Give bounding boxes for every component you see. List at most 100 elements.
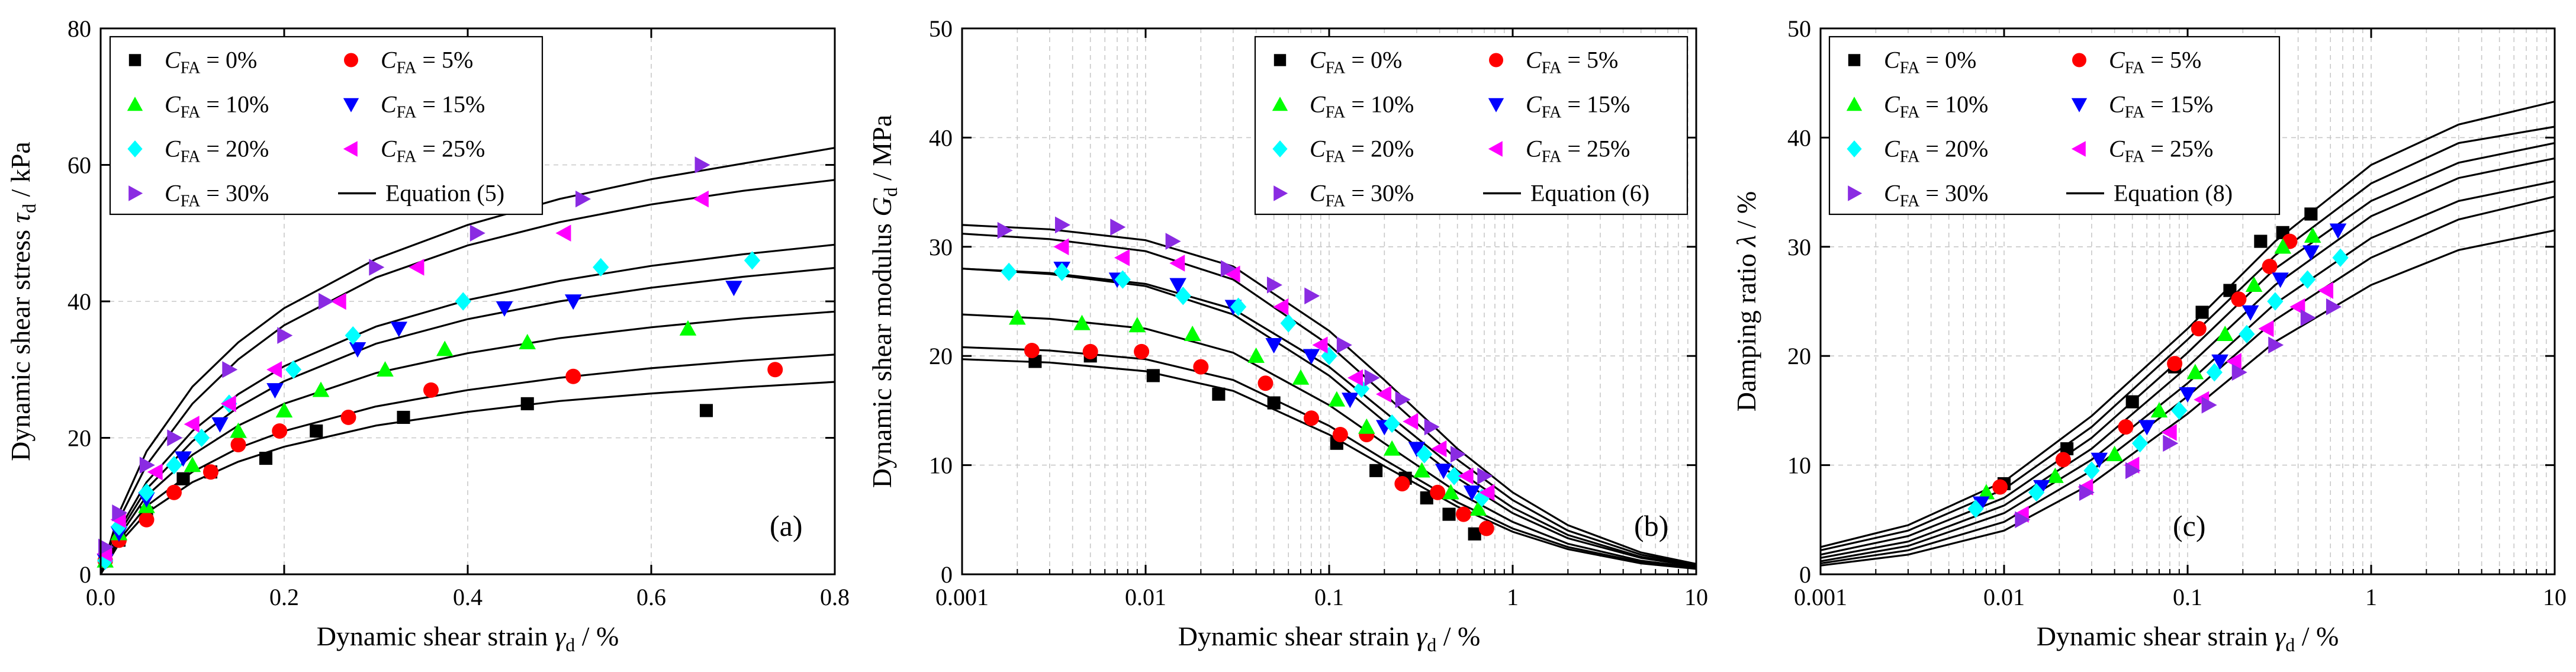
legend: CFA = 0% CFA = 5% CFA = 10% CFA = 15% CFA = … bbox=[1254, 36, 1689, 216]
data-point bbox=[2150, 402, 2168, 418]
data-point bbox=[1303, 349, 1320, 365]
x-tick-label: 0.6 bbox=[636, 584, 666, 610]
data-point bbox=[139, 512, 155, 528]
data-point bbox=[1384, 414, 1400, 433]
data-point bbox=[345, 326, 361, 345]
legend-entry: CFA = 5% bbox=[2072, 47, 2201, 78]
data-point bbox=[138, 483, 155, 502]
data-point bbox=[1009, 309, 1026, 325]
data-point bbox=[593, 258, 609, 276]
x-tick-label: 10 bbox=[2543, 584, 2567, 610]
panel-tag: (c) bbox=[2173, 509, 2206, 542]
legend-box bbox=[1254, 36, 1689, 216]
data-point bbox=[1332, 426, 1348, 442]
data-point bbox=[285, 360, 302, 379]
legend-entry: CFA = 25% bbox=[2071, 136, 2213, 166]
data-point bbox=[1230, 297, 1247, 316]
x-tick-label: 0.8 bbox=[820, 584, 850, 610]
series-6 bbox=[997, 216, 1493, 485]
legend-entry: CFA = 30% bbox=[128, 180, 269, 211]
data-point bbox=[2079, 484, 2095, 501]
data-point bbox=[2262, 258, 2278, 274]
data-point bbox=[1114, 270, 1131, 289]
legend-entry: Equation (8) bbox=[2066, 180, 2233, 207]
data-point bbox=[1442, 507, 1456, 521]
legend-entry: CFA = 10% bbox=[1846, 91, 1988, 122]
series-1 bbox=[1992, 233, 2298, 495]
data-point bbox=[423, 382, 439, 398]
data-point bbox=[1369, 464, 1383, 477]
data-point bbox=[369, 259, 385, 276]
legend-marker bbox=[1488, 141, 1503, 157]
legend-label: CFA = 15% bbox=[2109, 91, 2213, 122]
data-point bbox=[1073, 314, 1091, 330]
data-point bbox=[1321, 346, 1337, 365]
x-tick-label: 0.2 bbox=[269, 584, 299, 610]
y-tick-label: 0 bbox=[1799, 561, 1811, 588]
data-point bbox=[377, 361, 394, 377]
data-point bbox=[519, 333, 536, 349]
data-point bbox=[2231, 291, 2247, 307]
data-point bbox=[409, 259, 424, 276]
data-point bbox=[1165, 233, 1181, 250]
x-tick-label: 1 bbox=[2365, 584, 2377, 610]
data-point bbox=[1134, 343, 1150, 359]
data-point bbox=[1146, 369, 1160, 382]
legend-entry: CFA = 30% bbox=[1273, 180, 1414, 211]
x-tick-label: 0.4 bbox=[453, 584, 483, 610]
data-point bbox=[2332, 248, 2349, 267]
data-point bbox=[694, 156, 710, 173]
data-point bbox=[2211, 354, 2228, 370]
legend-marker bbox=[128, 185, 143, 201]
data-point bbox=[2186, 364, 2204, 380]
legend-label: CFA = 20% bbox=[1310, 136, 1414, 166]
legend-entry: CFA = 20% bbox=[1847, 136, 1988, 166]
data-point bbox=[340, 409, 356, 425]
series-5 bbox=[1053, 238, 1495, 501]
data-point bbox=[1304, 287, 1320, 305]
legend-box bbox=[109, 36, 543, 216]
legend: CFA = 0% CFA = 5% CFA = 10% CFA = 15% CFA = … bbox=[109, 36, 543, 216]
data-point bbox=[1224, 265, 1240, 283]
data-point bbox=[1053, 238, 1069, 256]
x-tick-label: 0.1 bbox=[2173, 584, 2202, 610]
data-point bbox=[2047, 467, 2064, 483]
data-point bbox=[1280, 314, 1297, 333]
fit-curve-1 bbox=[961, 346, 1697, 570]
data-point bbox=[1450, 445, 1466, 463]
legend-entry: CFA = 15% bbox=[343, 91, 485, 122]
data-point bbox=[1001, 262, 1017, 281]
data-point bbox=[555, 224, 571, 242]
legend-label: CFA = 0% bbox=[1310, 47, 1402, 78]
y-axis-label: Dynamic shear stress τd / kPa bbox=[5, 142, 40, 461]
data-point bbox=[1024, 342, 1040, 358]
y-tick-label: 50 bbox=[1787, 15, 1811, 42]
legend-marker bbox=[1273, 185, 1288, 201]
data-point bbox=[1424, 418, 1440, 436]
x-tick-label: 0.01 bbox=[1125, 584, 1166, 610]
data-point bbox=[176, 472, 190, 485]
x-tick-label: 0.01 bbox=[1983, 584, 2025, 610]
data-point bbox=[1054, 262, 1070, 281]
y-tick-label: 0 bbox=[79, 561, 91, 588]
data-point bbox=[2258, 320, 2274, 337]
axis-ticks: 0.0 0.2 0.4 0.6 0.8 0 20 40 60 80 bbox=[67, 15, 850, 610]
data-point bbox=[2304, 227, 2321, 243]
panel-tag: (a) bbox=[770, 509, 803, 542]
legend-marker bbox=[2071, 98, 2088, 112]
fit-curve-6 bbox=[961, 224, 1697, 565]
legend-label: CFA = 30% bbox=[1310, 180, 1414, 211]
legend-entry: CFA = 25% bbox=[1488, 136, 1630, 166]
data-point bbox=[2239, 324, 2255, 343]
data-point bbox=[2167, 356, 2183, 372]
data-point bbox=[1266, 276, 1282, 294]
legend-label: Equation (5) bbox=[385, 180, 504, 207]
panel-tag: (b) bbox=[1634, 509, 1668, 542]
data-point bbox=[2179, 387, 2196, 403]
fit-curve-2 bbox=[1820, 142, 2555, 556]
legend-marker bbox=[1488, 98, 1504, 112]
legend-label: Equation (6) bbox=[1530, 180, 1649, 207]
data-point bbox=[2274, 238, 2292, 254]
data-point bbox=[349, 342, 366, 358]
data-point bbox=[725, 281, 742, 297]
